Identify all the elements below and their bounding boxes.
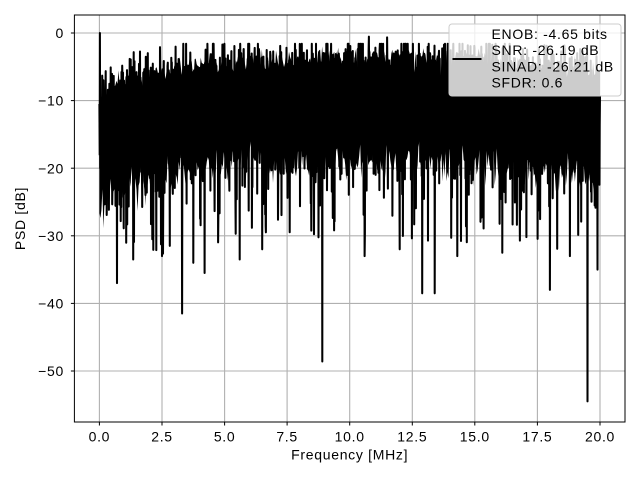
svg-text:SFDR: 0.6: SFDR: 0.6 [492, 75, 564, 91]
svg-text:−20: −20 [38, 160, 64, 176]
svg-text:7.5: 7.5 [276, 429, 298, 445]
svg-text:12.5: 12.5 [397, 429, 427, 445]
svg-text:−30: −30 [38, 228, 64, 244]
svg-text:PSD [dB]: PSD [dB] [12, 187, 28, 250]
svg-text:17.5: 17.5 [522, 429, 552, 445]
svg-text:−10: −10 [38, 93, 64, 109]
svg-text:−50: −50 [38, 363, 64, 379]
svg-text:−40: −40 [38, 296, 64, 312]
svg-text:SNR: -26.19 dB: SNR: -26.19 dB [492, 42, 600, 58]
svg-text:ENOB: -4.65 bits: ENOB: -4.65 bits [492, 26, 608, 42]
svg-text:Frequency [MHz]: Frequency [MHz] [291, 447, 408, 463]
svg-text:0.0: 0.0 [89, 429, 111, 445]
svg-text:10.0: 10.0 [335, 429, 365, 445]
svg-text:5.0: 5.0 [214, 429, 236, 445]
svg-text:0: 0 [56, 25, 65, 41]
svg-text:SINAD: -26.21 dB: SINAD: -26.21 dB [492, 58, 614, 74]
svg-text:20.0: 20.0 [585, 429, 615, 445]
svg-text:15.0: 15.0 [460, 429, 490, 445]
svg-text:2.5: 2.5 [151, 429, 173, 445]
